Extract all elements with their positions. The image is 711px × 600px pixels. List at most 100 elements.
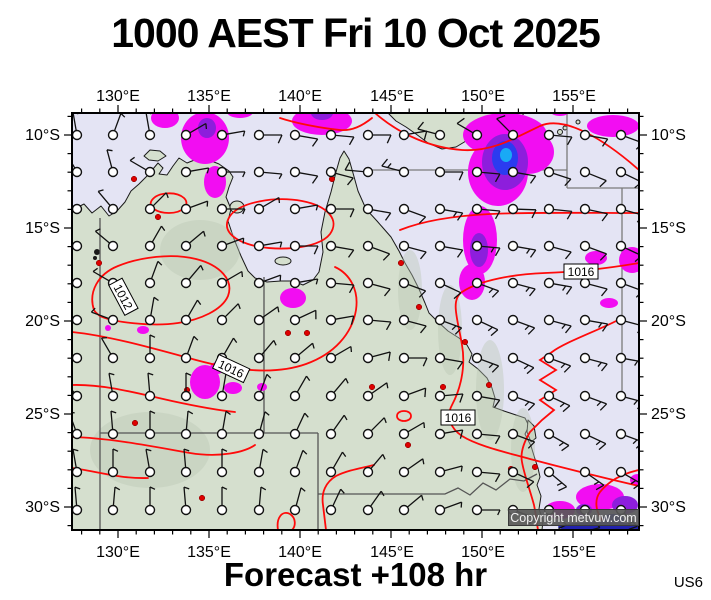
wind-barb-station — [325, 504, 337, 516]
wind-barb — [295, 487, 306, 506]
lon-label-top: 130°E — [96, 88, 140, 105]
wind-barb — [72, 161, 76, 169]
wind-barb-station — [180, 390, 192, 402]
isobar-path — [520, 317, 623, 530]
forecast-hour-label: Forecast +108 hr — [223, 556, 488, 593]
precip-blob-rain_light — [105, 325, 111, 331]
wind-barb — [189, 122, 208, 134]
wind-barb-station — [325, 314, 337, 326]
wind-barb-station — [325, 428, 337, 440]
wind-barb-station — [543, 390, 555, 402]
terrain-shading — [398, 250, 422, 330]
precip-blob-rain_light — [550, 113, 570, 116]
wind-barb — [335, 208, 355, 218]
wind-barb-station — [72, 277, 83, 289]
wind-barb — [259, 411, 270, 430]
isobar-label-text: 1016 — [568, 265, 595, 279]
wind-barb-station — [362, 166, 374, 178]
wind-barb — [444, 358, 464, 370]
wind-barb-station — [107, 129, 119, 141]
wind-barb — [74, 486, 81, 506]
wind-barb-station — [362, 203, 374, 215]
wind-barb — [149, 334, 156, 354]
wind-barb — [553, 320, 572, 334]
wind-barb-station — [72, 129, 83, 141]
wind-barb — [444, 465, 463, 472]
city-dot — [368, 383, 376, 391]
wind-barb — [263, 171, 283, 180]
precip-blob-rain_light — [587, 115, 639, 137]
wind-barb — [370, 453, 386, 470]
wind-barb-station — [434, 352, 446, 364]
wind-barb — [588, 246, 608, 261]
wind-barb — [417, 121, 436, 135]
city-dot — [439, 383, 447, 391]
wind-barb-station — [507, 390, 519, 402]
wind-barb-station — [471, 277, 483, 289]
wind-barb — [335, 315, 355, 325]
wind-barb — [110, 410, 117, 430]
wind-barb — [335, 172, 354, 186]
wind-barb — [262, 306, 280, 318]
wind-barb-station — [72, 166, 83, 178]
wind-barb — [225, 237, 245, 246]
coastline-tiwi — [143, 149, 167, 162]
wind-barb-station — [144, 166, 156, 178]
wind-barb-station — [72, 314, 83, 326]
wind-barb — [92, 267, 110, 282]
precip-blob-rain_light — [137, 326, 149, 334]
wind-barb — [481, 509, 501, 516]
wind-barb-station — [216, 428, 228, 440]
isobar-path — [399, 211, 639, 231]
lon-label-bottom: 155°E — [552, 544, 596, 561]
wind-barb-station — [107, 314, 119, 326]
wind-barb-station — [362, 129, 374, 141]
wind-barb-station — [543, 166, 555, 178]
wind-barb — [481, 245, 501, 257]
wind-barb — [97, 189, 111, 207]
model-domain-label: US6 — [673, 574, 703, 591]
isobar-path — [276, 512, 296, 530]
lat-label-left: 15°S — [25, 220, 60, 237]
wind-barb — [72, 448, 79, 468]
wind-barb-station — [289, 504, 301, 516]
wind-barb — [106, 149, 113, 168]
lon-label-top: 140°E — [278, 88, 322, 105]
wind-barb-station — [325, 277, 337, 289]
wind-barb-station — [398, 166, 410, 178]
lon-label-top: 150°E — [461, 88, 505, 105]
wind-barb-station — [253, 240, 265, 252]
wind-barb-station — [615, 166, 627, 178]
wind-barb-station — [253, 129, 265, 141]
isobar-label-box — [108, 277, 139, 316]
wind-barb — [480, 283, 500, 298]
wind-barb-station — [434, 277, 446, 289]
wind-barb-station — [615, 129, 627, 141]
wind-barb-station — [471, 428, 483, 440]
wind-barb-station — [362, 314, 374, 326]
wind-barb — [552, 397, 571, 413]
wind-barb — [516, 396, 536, 411]
wind-barb — [259, 373, 272, 393]
wind-barb-station — [615, 466, 627, 478]
city-dot — [415, 303, 423, 311]
wind-barb-station — [543, 203, 555, 215]
wind-barb-station — [398, 129, 410, 141]
city-dot — [95, 259, 103, 267]
wind-barb-station — [72, 352, 83, 364]
wind-barb-station — [144, 129, 156, 141]
wind-barb — [552, 358, 572, 373]
lon-label-top: 145°E — [370, 88, 414, 105]
wind-barb — [407, 421, 426, 433]
wind-barb-station — [398, 504, 410, 516]
wind-barb-station — [362, 428, 374, 440]
islet — [575, 119, 581, 125]
wind-barb-station — [507, 428, 519, 440]
lat-label-left: 10°S — [25, 127, 60, 144]
wind-barb — [589, 320, 609, 332]
wind-barb-station — [253, 466, 265, 478]
wind-barb-station — [615, 203, 627, 215]
wind-barb — [221, 448, 228, 468]
wind-barb-station — [144, 240, 156, 252]
